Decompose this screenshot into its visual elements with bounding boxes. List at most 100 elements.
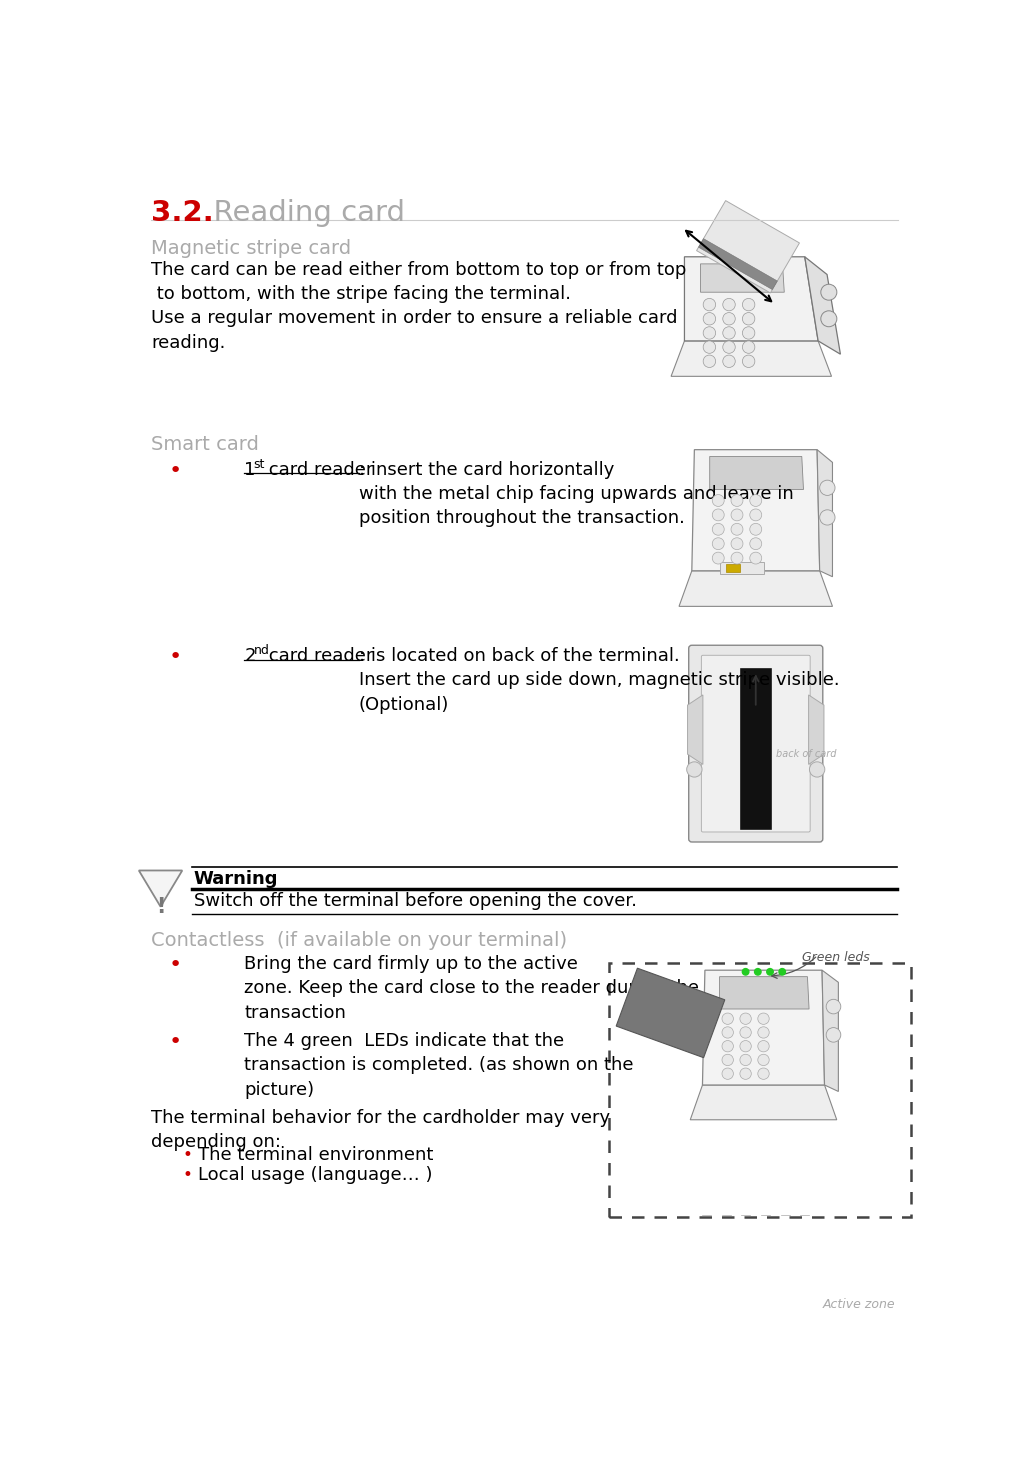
Circle shape [742, 969, 749, 975]
Circle shape [731, 524, 743, 535]
FancyBboxPatch shape [689, 645, 823, 842]
Circle shape [750, 538, 762, 550]
Circle shape [742, 299, 755, 311]
Text: card reader: card reader [263, 461, 379, 479]
Circle shape [713, 538, 724, 550]
Text: •: • [168, 1032, 181, 1052]
Circle shape [723, 299, 735, 311]
Circle shape [723, 312, 735, 325]
Text: Bring the card firmly up to the active
zone. Keep the card close to the reader d: Bring the card firmly up to the active z… [245, 955, 699, 1022]
Text: The terminal behavior for the cardholder may very
depending on:: The terminal behavior for the cardholder… [152, 1109, 610, 1152]
Circle shape [758, 1041, 769, 1052]
Circle shape [723, 342, 735, 353]
Polygon shape [671, 342, 831, 376]
Text: Local usage (language… ): Local usage (language… ) [198, 1165, 432, 1185]
Text: •: • [182, 1146, 193, 1164]
Circle shape [722, 1055, 733, 1065]
Circle shape [826, 1028, 841, 1043]
Polygon shape [687, 695, 702, 765]
Polygon shape [700, 263, 784, 293]
Polygon shape [822, 970, 839, 1092]
Circle shape [809, 762, 824, 776]
Circle shape [713, 494, 724, 506]
Circle shape [821, 311, 837, 327]
Circle shape [779, 969, 785, 975]
Circle shape [731, 509, 743, 521]
Polygon shape [698, 238, 777, 290]
Circle shape [819, 510, 835, 525]
Text: The 4 green  LEDs indicate that the
transaction is completed. (as shown on the
p: The 4 green LEDs indicate that the trans… [245, 1032, 634, 1099]
Circle shape [742, 327, 755, 339]
Circle shape [758, 1068, 769, 1080]
Circle shape [750, 509, 762, 521]
Circle shape [742, 355, 755, 367]
Circle shape [740, 1068, 752, 1080]
Circle shape [740, 1026, 752, 1038]
Circle shape [731, 552, 743, 563]
Polygon shape [726, 563, 740, 572]
Circle shape [687, 762, 702, 776]
Polygon shape [702, 970, 824, 1086]
Text: Active zone: Active zone [822, 1299, 895, 1310]
Circle shape [740, 1041, 752, 1052]
FancyBboxPatch shape [701, 655, 810, 833]
Polygon shape [720, 976, 809, 1009]
Circle shape [723, 355, 735, 367]
Polygon shape [692, 450, 819, 571]
Text: Reading card: Reading card [195, 200, 404, 228]
Circle shape [819, 481, 835, 495]
Text: The card can be read either from bottom to top or from top
 to bottom, with the : The card can be read either from bottom … [152, 260, 687, 352]
Text: back of card: back of card [776, 750, 837, 759]
Circle shape [758, 1026, 769, 1038]
Circle shape [703, 299, 716, 311]
Text: Warning: Warning [194, 870, 279, 887]
Polygon shape [809, 695, 824, 765]
Text: : insert the card horizontally
with the metal chip facing upwards and leave in
p: : insert the card horizontally with the … [359, 461, 794, 528]
Circle shape [731, 494, 743, 506]
Circle shape [713, 509, 724, 521]
Circle shape [750, 494, 762, 506]
Text: st: st [254, 458, 265, 470]
Circle shape [740, 1055, 752, 1065]
Text: •: • [168, 955, 181, 975]
Circle shape [722, 1041, 733, 1052]
Text: !: ! [156, 896, 165, 917]
Text: card reader: card reader [263, 648, 379, 666]
Text: Magnetic stripe card: Magnetic stripe card [152, 240, 351, 257]
Polygon shape [817, 450, 833, 577]
Text: 2: 2 [245, 648, 256, 666]
Text: Smart card: Smart card [152, 435, 259, 454]
Text: 3.2.: 3.2. [152, 200, 214, 228]
Text: nd: nd [254, 643, 269, 657]
Text: The terminal environment: The terminal environment [198, 1146, 433, 1164]
Circle shape [740, 1013, 752, 1025]
Circle shape [703, 327, 716, 339]
Text: Green leds: Green leds [802, 951, 870, 964]
Circle shape [723, 327, 735, 339]
Circle shape [826, 1000, 841, 1013]
Text: •: • [168, 648, 181, 667]
Text: : is located on back of the terminal.
Insert the card up side down, magnetic str: : is located on back of the terminal. In… [359, 648, 840, 714]
Polygon shape [739, 254, 780, 259]
Polygon shape [684, 257, 818, 342]
Circle shape [703, 355, 716, 367]
Circle shape [722, 1068, 733, 1080]
Circle shape [742, 312, 755, 325]
Circle shape [703, 342, 716, 353]
Polygon shape [805, 257, 841, 353]
Circle shape [755, 969, 761, 975]
Polygon shape [710, 457, 804, 490]
Polygon shape [696, 201, 800, 293]
Polygon shape [740, 669, 771, 828]
Text: Switch off the terminal before opening the cover.: Switch off the terminal before opening t… [194, 892, 637, 910]
Circle shape [713, 552, 724, 563]
Circle shape [722, 1026, 733, 1038]
Circle shape [750, 552, 762, 563]
Circle shape [750, 524, 762, 535]
Polygon shape [679, 571, 833, 606]
Text: •: • [182, 1165, 193, 1185]
Circle shape [703, 312, 716, 325]
Circle shape [821, 284, 837, 300]
Circle shape [713, 524, 724, 535]
Polygon shape [720, 562, 764, 574]
